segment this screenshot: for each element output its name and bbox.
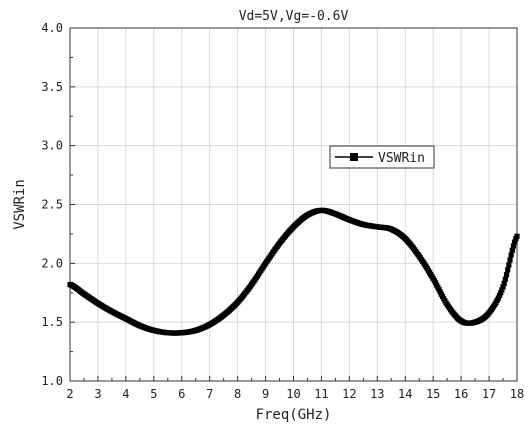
data-point-vswrin	[496, 292, 503, 299]
x-tick-label: 3	[94, 387, 101, 401]
legend-marker	[350, 153, 358, 161]
y-axis-label: VSWRin	[12, 179, 28, 230]
y-tick-label: 4.0	[41, 21, 63, 35]
data-point-vswrin	[498, 290, 504, 296]
legend-label-vswrin: VSWRin	[378, 151, 425, 166]
x-tick-label: 8	[234, 387, 241, 401]
data-point-vswrin	[500, 284, 506, 290]
x-tick-label: 5	[150, 387, 157, 401]
x-tick-label: 15	[426, 387, 440, 401]
data-series-vswrin	[67, 207, 520, 336]
x-tick-label: 17	[482, 387, 496, 401]
data-point-vswrin	[502, 276, 508, 282]
x-tick-label: 14	[398, 387, 412, 401]
x-tick-label: 18	[510, 387, 524, 401]
data-point-vswrin	[509, 247, 515, 253]
x-tick-label: 10	[286, 387, 300, 401]
data-point-vswrin	[507, 257, 513, 263]
legend: VSWRin	[329, 145, 435, 169]
x-tick-label: 9	[262, 387, 269, 401]
data-point-vswrin	[503, 272, 510, 278]
y-tick-label: 1.5	[41, 315, 63, 329]
data-point-vswrin	[508, 252, 514, 258]
legend-box	[329, 145, 435, 169]
x-tick-label: 12	[342, 387, 356, 401]
y-tick-label: 3.5	[41, 80, 63, 94]
y-tick-label: 3.0	[41, 139, 63, 153]
data-point-vswrin	[512, 239, 518, 245]
x-tick-label: 6	[178, 387, 185, 401]
data-point-vswrin	[499, 287, 505, 293]
x-tick-label: 4	[122, 387, 129, 401]
x-tick-label: 2	[66, 387, 73, 401]
x-tick-label: 7	[206, 387, 213, 401]
y-tick-label: 1.0	[41, 374, 63, 388]
chart-title: Vd=5V,Vg=-0.6V	[239, 9, 349, 24]
data-point-vswrin	[501, 280, 507, 286]
axis-ticks: 2 3 4 5 6 7 8 9 10 11 12 13 14 15 16 17 18 1.0 1.5 2.0 2.5 3.…	[41, 21, 524, 401]
data-point-vswrin	[506, 262, 512, 268]
x-tick-label: 13	[370, 387, 384, 401]
x-axis-label: Freq(GHz)	[256, 407, 332, 423]
data-point-vswrin	[510, 243, 517, 249]
data-point-vswrin	[514, 233, 520, 239]
data-point-vswrin	[505, 267, 511, 273]
x-tick-label: 16	[454, 387, 468, 401]
y-tick-label: 2.0	[41, 256, 63, 270]
y-tick-label: 2.5	[41, 198, 63, 212]
x-tick-label: 11	[314, 387, 328, 401]
